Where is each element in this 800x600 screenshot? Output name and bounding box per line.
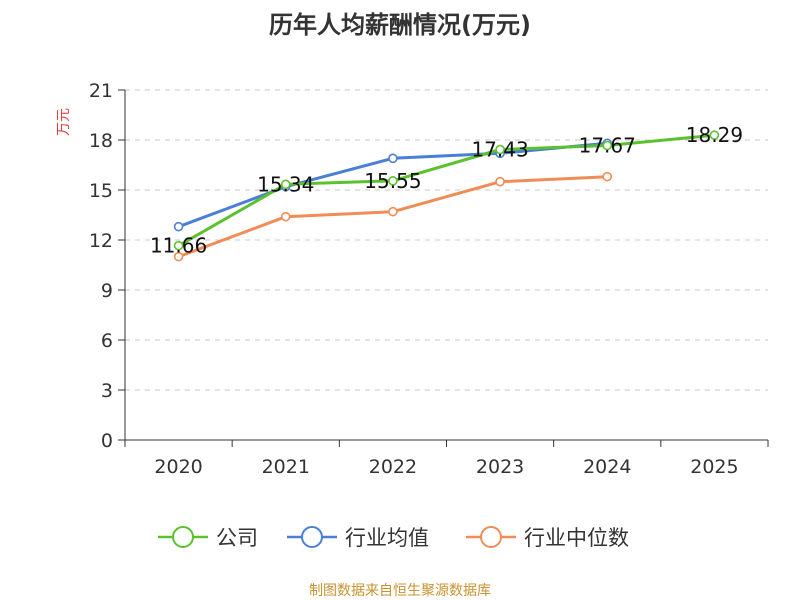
x-tick-label: 2021 bbox=[262, 456, 310, 478]
series-point-0 bbox=[709, 130, 720, 140]
chart-title: 历年人均薪酬情况(万元) bbox=[269, 11, 531, 39]
series-point-1 bbox=[173, 221, 184, 232]
legend-marker bbox=[480, 526, 502, 548]
axes: 0 3 6 9 12 15 18 21 2020 2021 2022 2023 2024 2025 bbox=[89, 80, 769, 478]
y-tick-label: 18 bbox=[89, 130, 113, 152]
data-label: 17.43 bbox=[471, 138, 528, 162]
legend: 公司 行业均值 行业中位数 bbox=[158, 526, 629, 550]
y-tick-label: 15 bbox=[89, 180, 113, 202]
legend-label: 行业中位数 bbox=[524, 526, 629, 550]
series-line-0 bbox=[177, 133, 715, 248]
series-lines bbox=[173, 130, 720, 262]
legend-label: 公司 bbox=[216, 526, 258, 550]
y-tick-label: 12 bbox=[89, 230, 113, 252]
series-point-2 bbox=[173, 251, 184, 262]
x-tick-label: 2024 bbox=[583, 456, 631, 478]
series-point-2 bbox=[388, 206, 398, 217]
x-tick-label: 2022 bbox=[369, 456, 417, 478]
legend-item: 行业均值 bbox=[287, 526, 429, 550]
x-tick-label: 2020 bbox=[154, 456, 202, 478]
y-tick-label: 3 bbox=[101, 380, 113, 402]
series-point-0 bbox=[388, 176, 398, 186]
series-point-0 bbox=[173, 240, 184, 251]
series-point-2 bbox=[280, 211, 291, 222]
data-label: 15.34 bbox=[257, 172, 314, 196]
x-tick-label: 2023 bbox=[476, 456, 524, 478]
data-label: 18.29 bbox=[686, 123, 743, 147]
series-point-1 bbox=[388, 153, 398, 164]
legend-item: 行业中位数 bbox=[466, 526, 629, 550]
data-label: 11.66 bbox=[150, 234, 207, 258]
series-point-2 bbox=[602, 171, 613, 182]
y-tick-label: 21 bbox=[89, 80, 113, 102]
data-label: 15.55 bbox=[364, 169, 421, 193]
series-point-0 bbox=[280, 179, 291, 190]
data-label: 17.67 bbox=[579, 134, 636, 158]
series-point-0 bbox=[495, 144, 505, 155]
y-axis-unit: 万元 bbox=[56, 108, 72, 136]
series-point-0 bbox=[602, 140, 613, 151]
series-point-2 bbox=[495, 176, 505, 187]
legend-label: 行业均值 bbox=[345, 526, 429, 550]
x-tick-label: 2025 bbox=[690, 456, 738, 478]
legend-item: 公司 bbox=[158, 526, 258, 550]
legend-marker bbox=[301, 526, 323, 548]
y-tick-label: 6 bbox=[101, 330, 113, 352]
y-tick-label: 9 bbox=[101, 280, 113, 302]
data-labels: 11.66 15.34 15.55 17.43 17.67 18.29 bbox=[150, 123, 743, 258]
y-tick-label: 0 bbox=[101, 430, 113, 452]
source-note: 制图数据来自恒生聚源数据库 bbox=[309, 583, 491, 599]
grid bbox=[125, 89, 768, 391]
legend-marker bbox=[172, 526, 194, 548]
